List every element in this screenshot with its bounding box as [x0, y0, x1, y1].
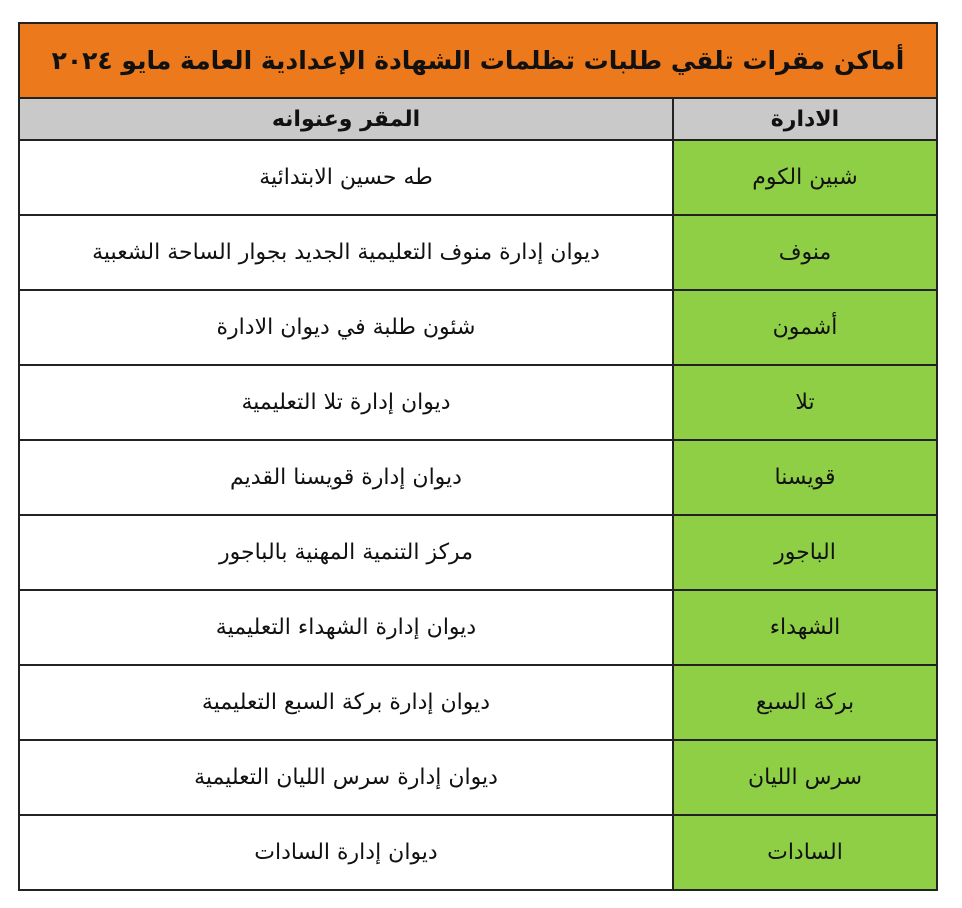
location-cell: ديوان إدارة بركة السبع التعليمية — [18, 664, 674, 741]
department-cell: السادات — [672, 814, 938, 891]
header-row: الادارة المقر وعنوانه — [18, 97, 938, 141]
department-cell: بركة السبع — [672, 664, 938, 741]
location-cell: شئون طلبة في ديوان الادارة — [18, 289, 674, 366]
department-cell: سرس الليان — [672, 739, 938, 816]
location-cell: ديوان إدارة الشهداء التعليمية — [18, 589, 674, 666]
table-row: شبين الكوم طه حسين الابتدائية — [18, 139, 938, 216]
location-cell: ديوان إدارة منوف التعليمية الجديد بجوار … — [18, 214, 674, 291]
table-title: أماكن مقرات تلقي طلبات تظلمات الشهادة ال… — [18, 22, 938, 99]
table-row: بركة السبع ديوان إدارة بركة السبع التعليم… — [18, 664, 938, 741]
location-cell: ديوان إدارة سرس الليان التعليمية — [18, 739, 674, 816]
department-cell: أشمون — [672, 289, 938, 366]
table-row: السادات ديوان إدارة السادات — [18, 814, 938, 891]
department-cell: منوف — [672, 214, 938, 291]
locations-table: أماكن مقرات تلقي طلبات تظلمات الشهادة ال… — [18, 22, 938, 891]
department-cell: تلا — [672, 364, 938, 441]
table-row: أشمون شئون طلبة في ديوان الادارة — [18, 289, 938, 366]
department-cell: شبين الكوم — [672, 139, 938, 216]
location-cell: طه حسين الابتدائية — [18, 139, 674, 216]
table-row: الشهداء ديوان إدارة الشهداء التعليمية — [18, 589, 938, 666]
department-cell: الباجور — [672, 514, 938, 591]
location-cell: ديوان إدارة السادات — [18, 814, 674, 891]
table-row: سرس الليان ديوان إدارة سرس الليان التعليم… — [18, 739, 938, 816]
department-cell: الشهداء — [672, 589, 938, 666]
location-cell: ديوان إدارة قويسنا القديم — [18, 439, 674, 516]
table-row: قويسنا ديوان إدارة قويسنا القديم — [18, 439, 938, 516]
header-location: المقر وعنوانه — [18, 97, 674, 141]
table-row: تلا ديوان إدارة تلا التعليمية — [18, 364, 938, 441]
location-cell: ديوان إدارة تلا التعليمية — [18, 364, 674, 441]
header-department: الادارة — [672, 97, 938, 141]
location-cell: مركز التنمية المهنية بالباجور — [18, 514, 674, 591]
table-row: الباجور مركز التنمية المهنية بالباجور — [18, 514, 938, 591]
table-row: منوف ديوان إدارة منوف التعليمية الجديد بج… — [18, 214, 938, 291]
department-cell: قويسنا — [672, 439, 938, 516]
